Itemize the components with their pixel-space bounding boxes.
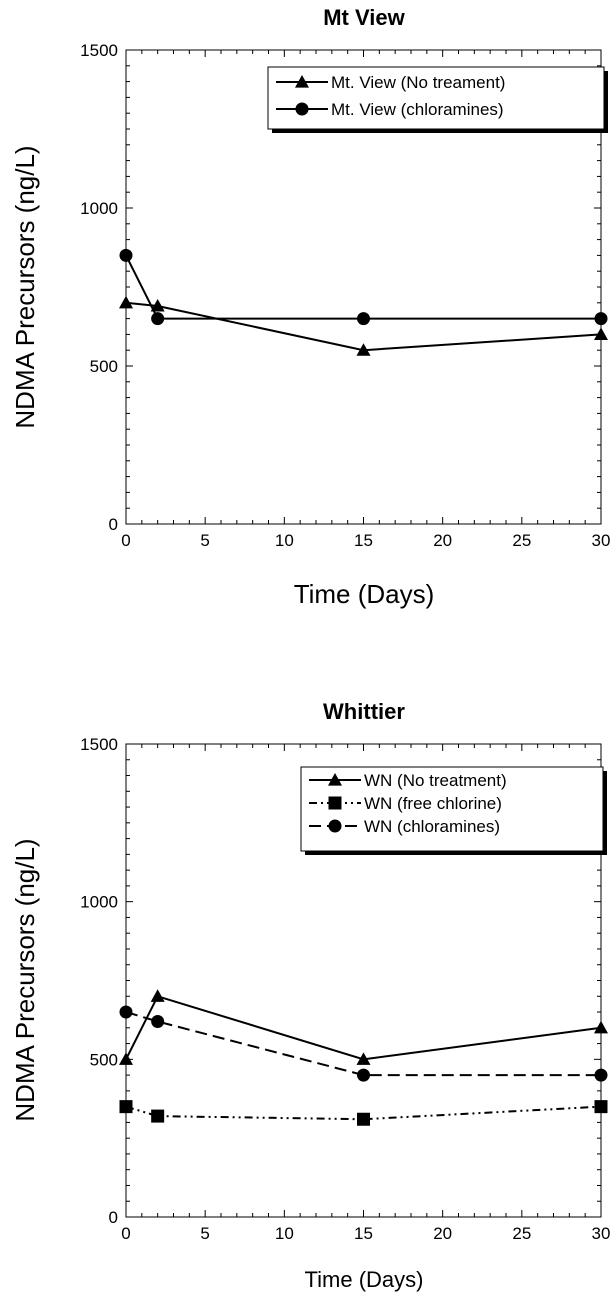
x-tick-label: 25 (512, 1224, 531, 1243)
y-tick-label: 1500 (80, 735, 118, 754)
legend-label: WN (No treatment) (364, 771, 507, 790)
legend-box (267, 66, 605, 130)
y-tick-label: 1500 (80, 41, 118, 60)
y-tick-label: 0 (109, 1208, 118, 1227)
legend-marker (328, 819, 342, 833)
data-point (594, 327, 608, 340)
data-point (151, 1109, 165, 1123)
chart-whittier: Whittier 0 500 1000 1500 0 5 10 15 20 25 30 NDMA P… (10, 699, 610, 1292)
y-axis-label: NDMA Precursors (ng/L) (10, 838, 40, 1121)
data-point (356, 343, 371, 356)
legend-marker (295, 75, 309, 88)
data-point (357, 1068, 370, 1082)
y-tick-label: 500 (90, 1050, 118, 1069)
series-line (125, 995, 602, 1061)
x-tick-label: 10 (275, 1224, 294, 1243)
legend-label: Mt. View (chloramines) (331, 100, 504, 119)
series-square (119, 1100, 608, 1126)
y-tick-label: 1000 (80, 893, 118, 912)
series-circle (119, 248, 608, 326)
x-tick-label: 20 (433, 1224, 452, 1243)
legend-label: WN (free chlorine) (364, 794, 502, 813)
series-line (125, 301, 602, 352)
data-point (594, 1020, 608, 1034)
data-point (119, 1052, 133, 1065)
x-tick-label: 30 (592, 531, 611, 550)
data-point (119, 248, 133, 262)
data-point (357, 1112, 370, 1126)
legend-label: Mt. View (No treament) (331, 73, 505, 92)
x-tick-label: 15 (354, 1224, 373, 1243)
data-point (356, 1052, 371, 1065)
data-point (594, 1068, 608, 1082)
data-point (119, 1005, 133, 1019)
series-line (125, 1011, 601, 1077)
x-tick-label: 5 (200, 1224, 209, 1243)
plot-area (125, 49, 602, 525)
x-tick-label: 10 (275, 531, 294, 550)
x-tick-label: 25 (512, 531, 531, 550)
chart-title: Whittier (323, 699, 405, 724)
data-point (119, 295, 133, 309)
chart-title: Mt View (323, 5, 405, 30)
legend-marker (328, 796, 342, 810)
data-point (150, 298, 165, 312)
x-tick-label: 20 (433, 531, 452, 550)
chart-mt-view: Mt View 0 500 1000 1500 0 5 10 15 20 25 30 NDMA Pr… (10, 5, 610, 609)
x-axis-label: Time (Days) (294, 579, 435, 609)
x-tick-label: 30 (592, 1224, 611, 1243)
plot-area (125, 743, 602, 1218)
data-point (357, 312, 370, 326)
data-point (150, 989, 165, 1002)
legend-marker (328, 773, 342, 786)
y-tick-label: 0 (109, 515, 118, 534)
y-tick-label: 500 (90, 357, 118, 376)
data-point (151, 312, 165, 326)
y-tick-label: 1000 (80, 199, 118, 218)
data-point (119, 1100, 133, 1114)
x-tick-label: 0 (121, 1224, 130, 1243)
x-tick-label: 15 (354, 531, 373, 550)
data-point (594, 1100, 608, 1114)
x-tick-label: 0 (121, 531, 130, 550)
legend-label: WN (chloramines) (364, 817, 500, 836)
legend-marker (295, 102, 309, 116)
series-circle (119, 1005, 608, 1082)
data-point (594, 312, 608, 326)
x-axis-label: Time (Days) (305, 1267, 424, 1292)
series-triangle (119, 295, 608, 356)
x-tick-label: 5 (200, 531, 209, 550)
y-axis-label: NDMA Precursors (ng/L) (10, 145, 40, 428)
data-point (151, 1014, 165, 1028)
series-line (125, 254, 601, 320)
series-triangle (119, 989, 608, 1065)
